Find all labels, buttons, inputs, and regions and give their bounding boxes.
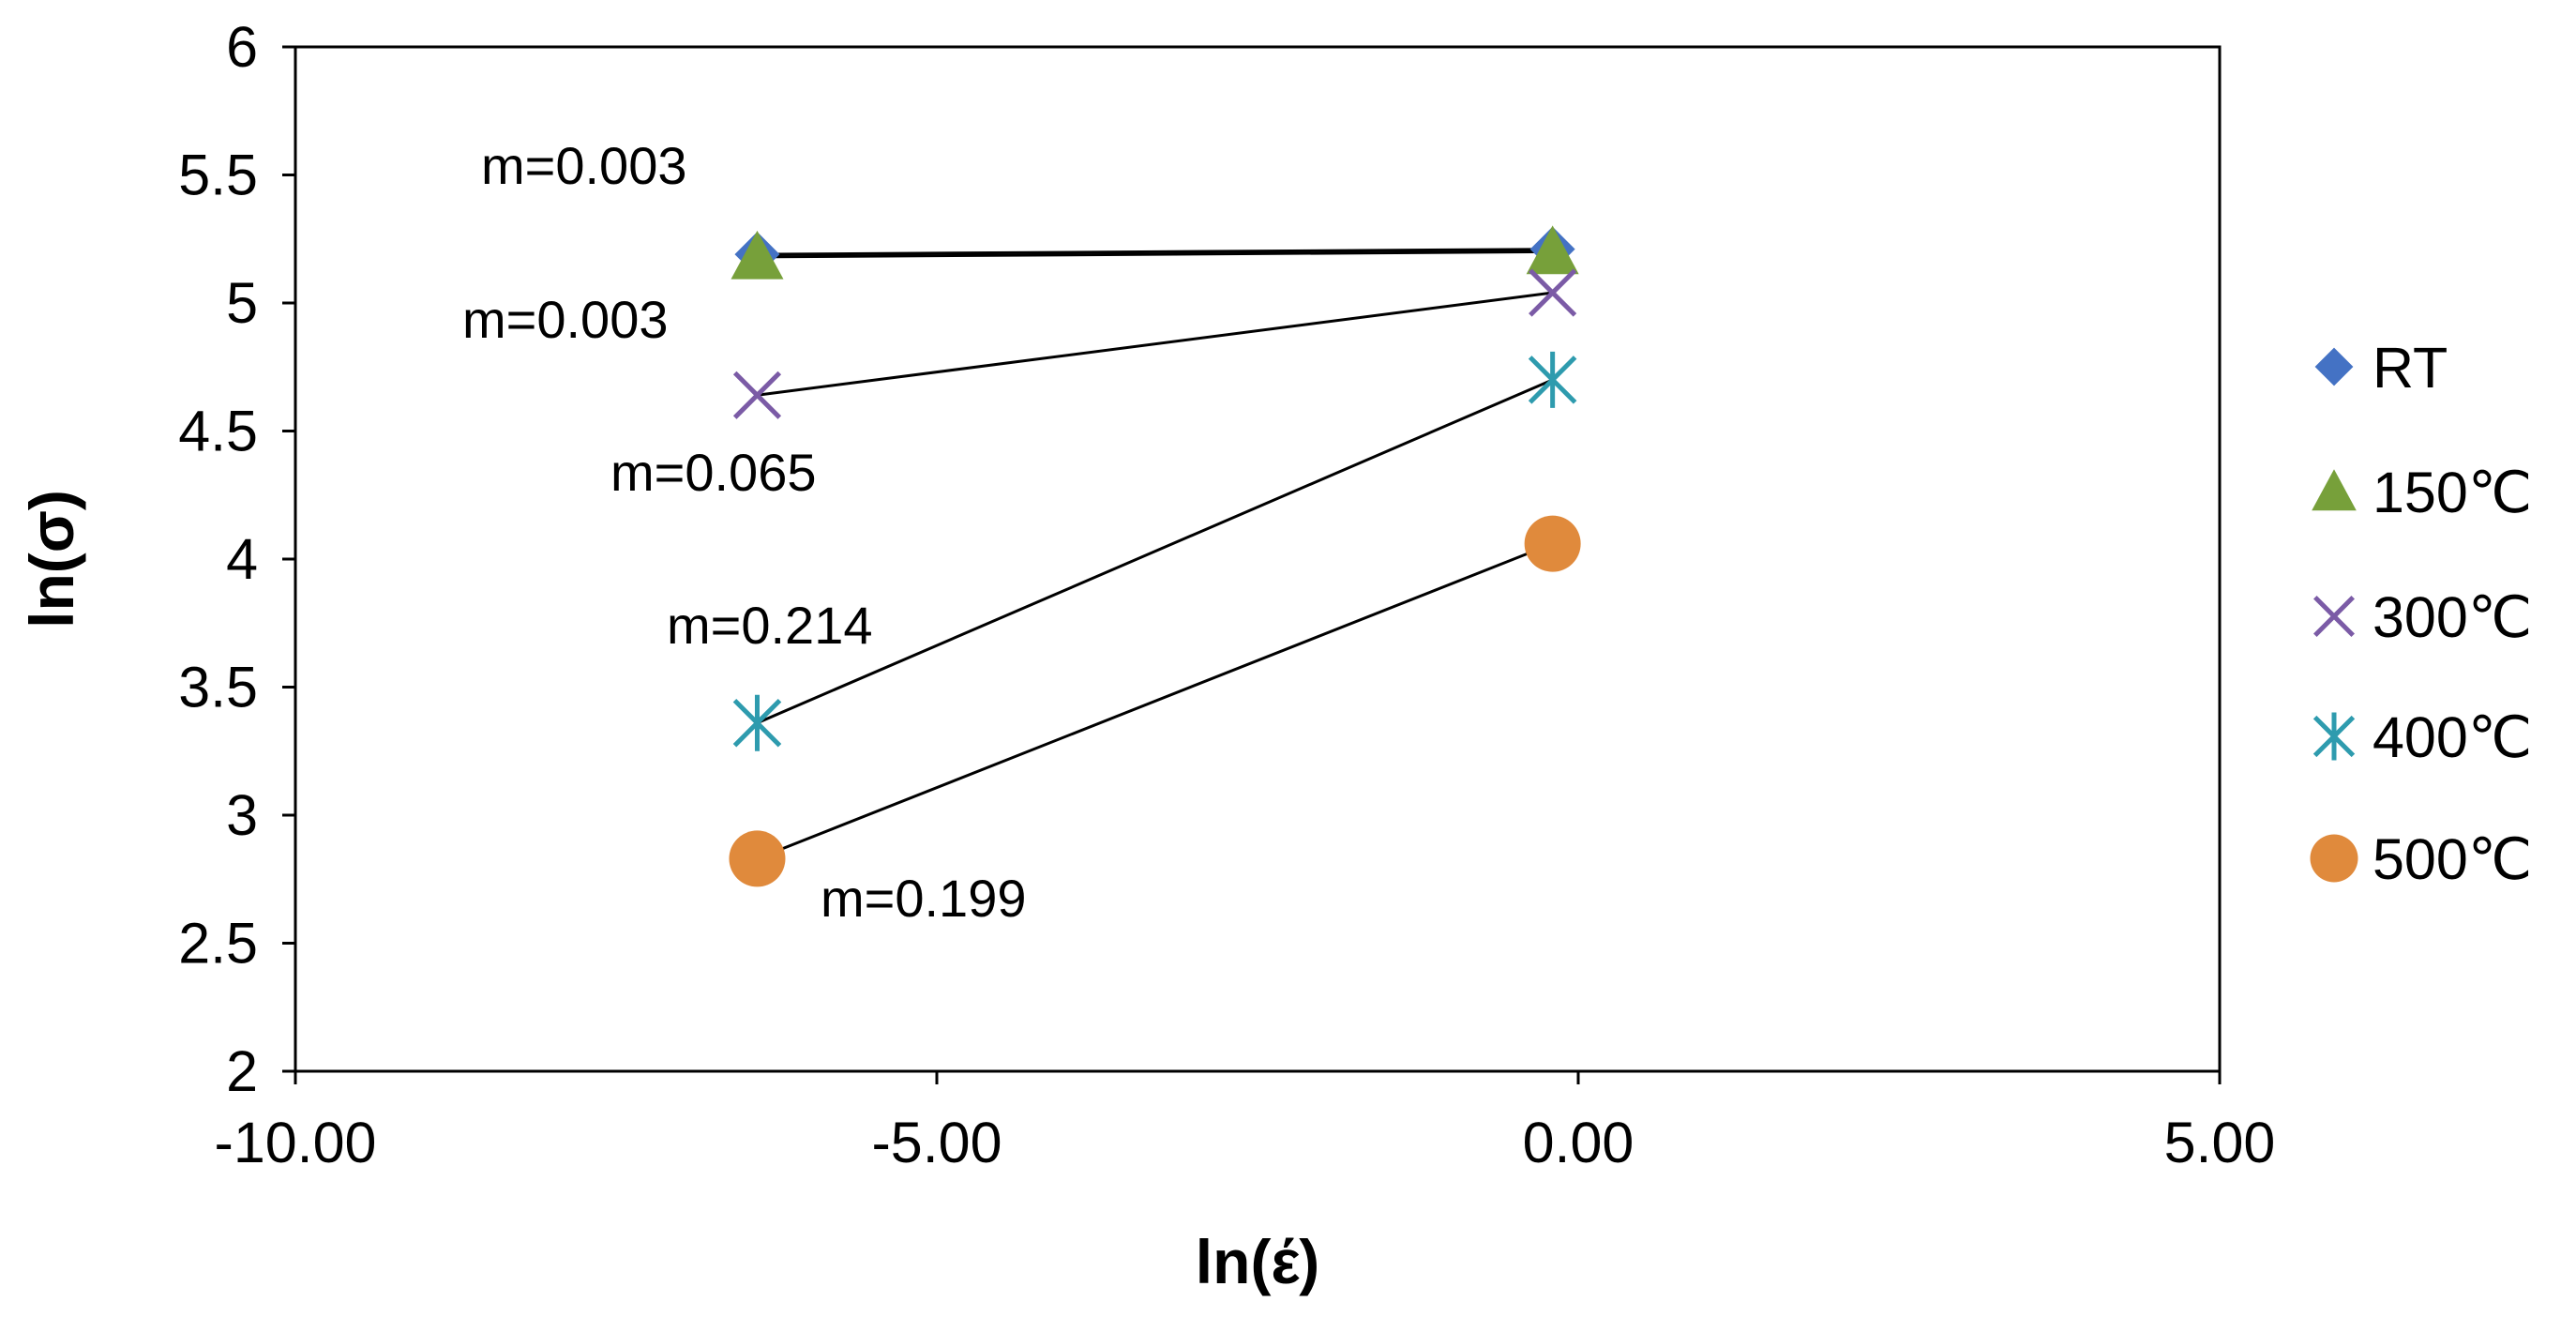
markers — [729, 225, 1581, 887]
y-tick-label: 4.5 — [178, 400, 258, 463]
y-tick-label: 2 — [226, 1039, 258, 1103]
x-tick-label: 0.00 — [1523, 1111, 1634, 1174]
y-axis-title: ln(σ) — [17, 490, 86, 628]
y-tick-label: 6 — [226, 15, 258, 79]
y-tick-label: 4 — [226, 527, 258, 591]
y-tick-label: 5.5 — [178, 144, 258, 207]
trend-line — [757, 248, 1553, 256]
slope-annotation: m=0.003 — [462, 290, 669, 349]
trend-line — [757, 250, 1553, 259]
x-tick-label: -10.00 — [215, 1111, 377, 1174]
legend-marker — [2312, 469, 2357, 511]
slope-annotation: m=0.214 — [667, 596, 873, 655]
x-axis-ticks: -10.00 -5.00 0.00 5.00 — [215, 1071, 2276, 1174]
data-point — [1529, 268, 1577, 317]
legend-marker — [2314, 347, 2354, 386]
slope-annotation: m=0.065 — [610, 443, 817, 502]
trend-line — [756, 542, 1554, 860]
data-point — [732, 694, 782, 751]
legend-item: 500℃ — [2310, 827, 2532, 891]
y-tick-label: 3 — [226, 783, 258, 847]
legend-label: RT — [2373, 336, 2448, 400]
legend-marker — [2310, 834, 2358, 883]
slope-labels: m=0.003 m=0.003 m=0.065 m=0.214 m=0.199 — [462, 136, 1027, 928]
y-tick-label: 2.5 — [178, 912, 258, 976]
plot-area — [294, 45, 2222, 1073]
x-axis-title: ln(έ) — [1196, 1227, 1319, 1296]
legend-marker — [2312, 712, 2356, 761]
legend-label: 400℃ — [2373, 705, 2532, 769]
y-tick-label: 5 — [226, 271, 258, 335]
data-point — [1528, 351, 1577, 408]
slope-annotation: m=0.199 — [821, 869, 1027, 928]
data-point — [731, 230, 784, 280]
legend-item: RT — [2314, 336, 2448, 400]
legend-item: 300℃ — [2313, 585, 2532, 649]
legend: RT 150℃ 300℃ 400℃ 500℃ — [2310, 336, 2532, 891]
slope-annotation: m=0.003 — [481, 136, 687, 195]
trend-lines — [756, 248, 1554, 860]
trend-line — [756, 378, 1554, 725]
data-point — [1524, 515, 1581, 572]
legend-item: 400℃ — [2312, 705, 2532, 769]
y-tick-label: 3.5 — [178, 656, 258, 719]
legend-marker — [2313, 596, 2355, 637]
legend-label: 300℃ — [2373, 585, 2532, 649]
y-axis-ticks: 2 2.5 3 3.5 4 4.5 5 5.5 6 — [178, 15, 295, 1103]
legend-item: 150℃ — [2312, 461, 2532, 524]
data-point — [1526, 225, 1579, 275]
x-tick-label: -5.00 — [871, 1111, 1002, 1174]
legend-label: 500℃ — [2373, 827, 2532, 891]
x-tick-label: 5.00 — [2164, 1111, 2276, 1174]
data-point — [732, 371, 782, 419]
trend-line — [757, 291, 1553, 397]
data-point — [729, 830, 786, 887]
legend-label: 150℃ — [2373, 461, 2532, 524]
